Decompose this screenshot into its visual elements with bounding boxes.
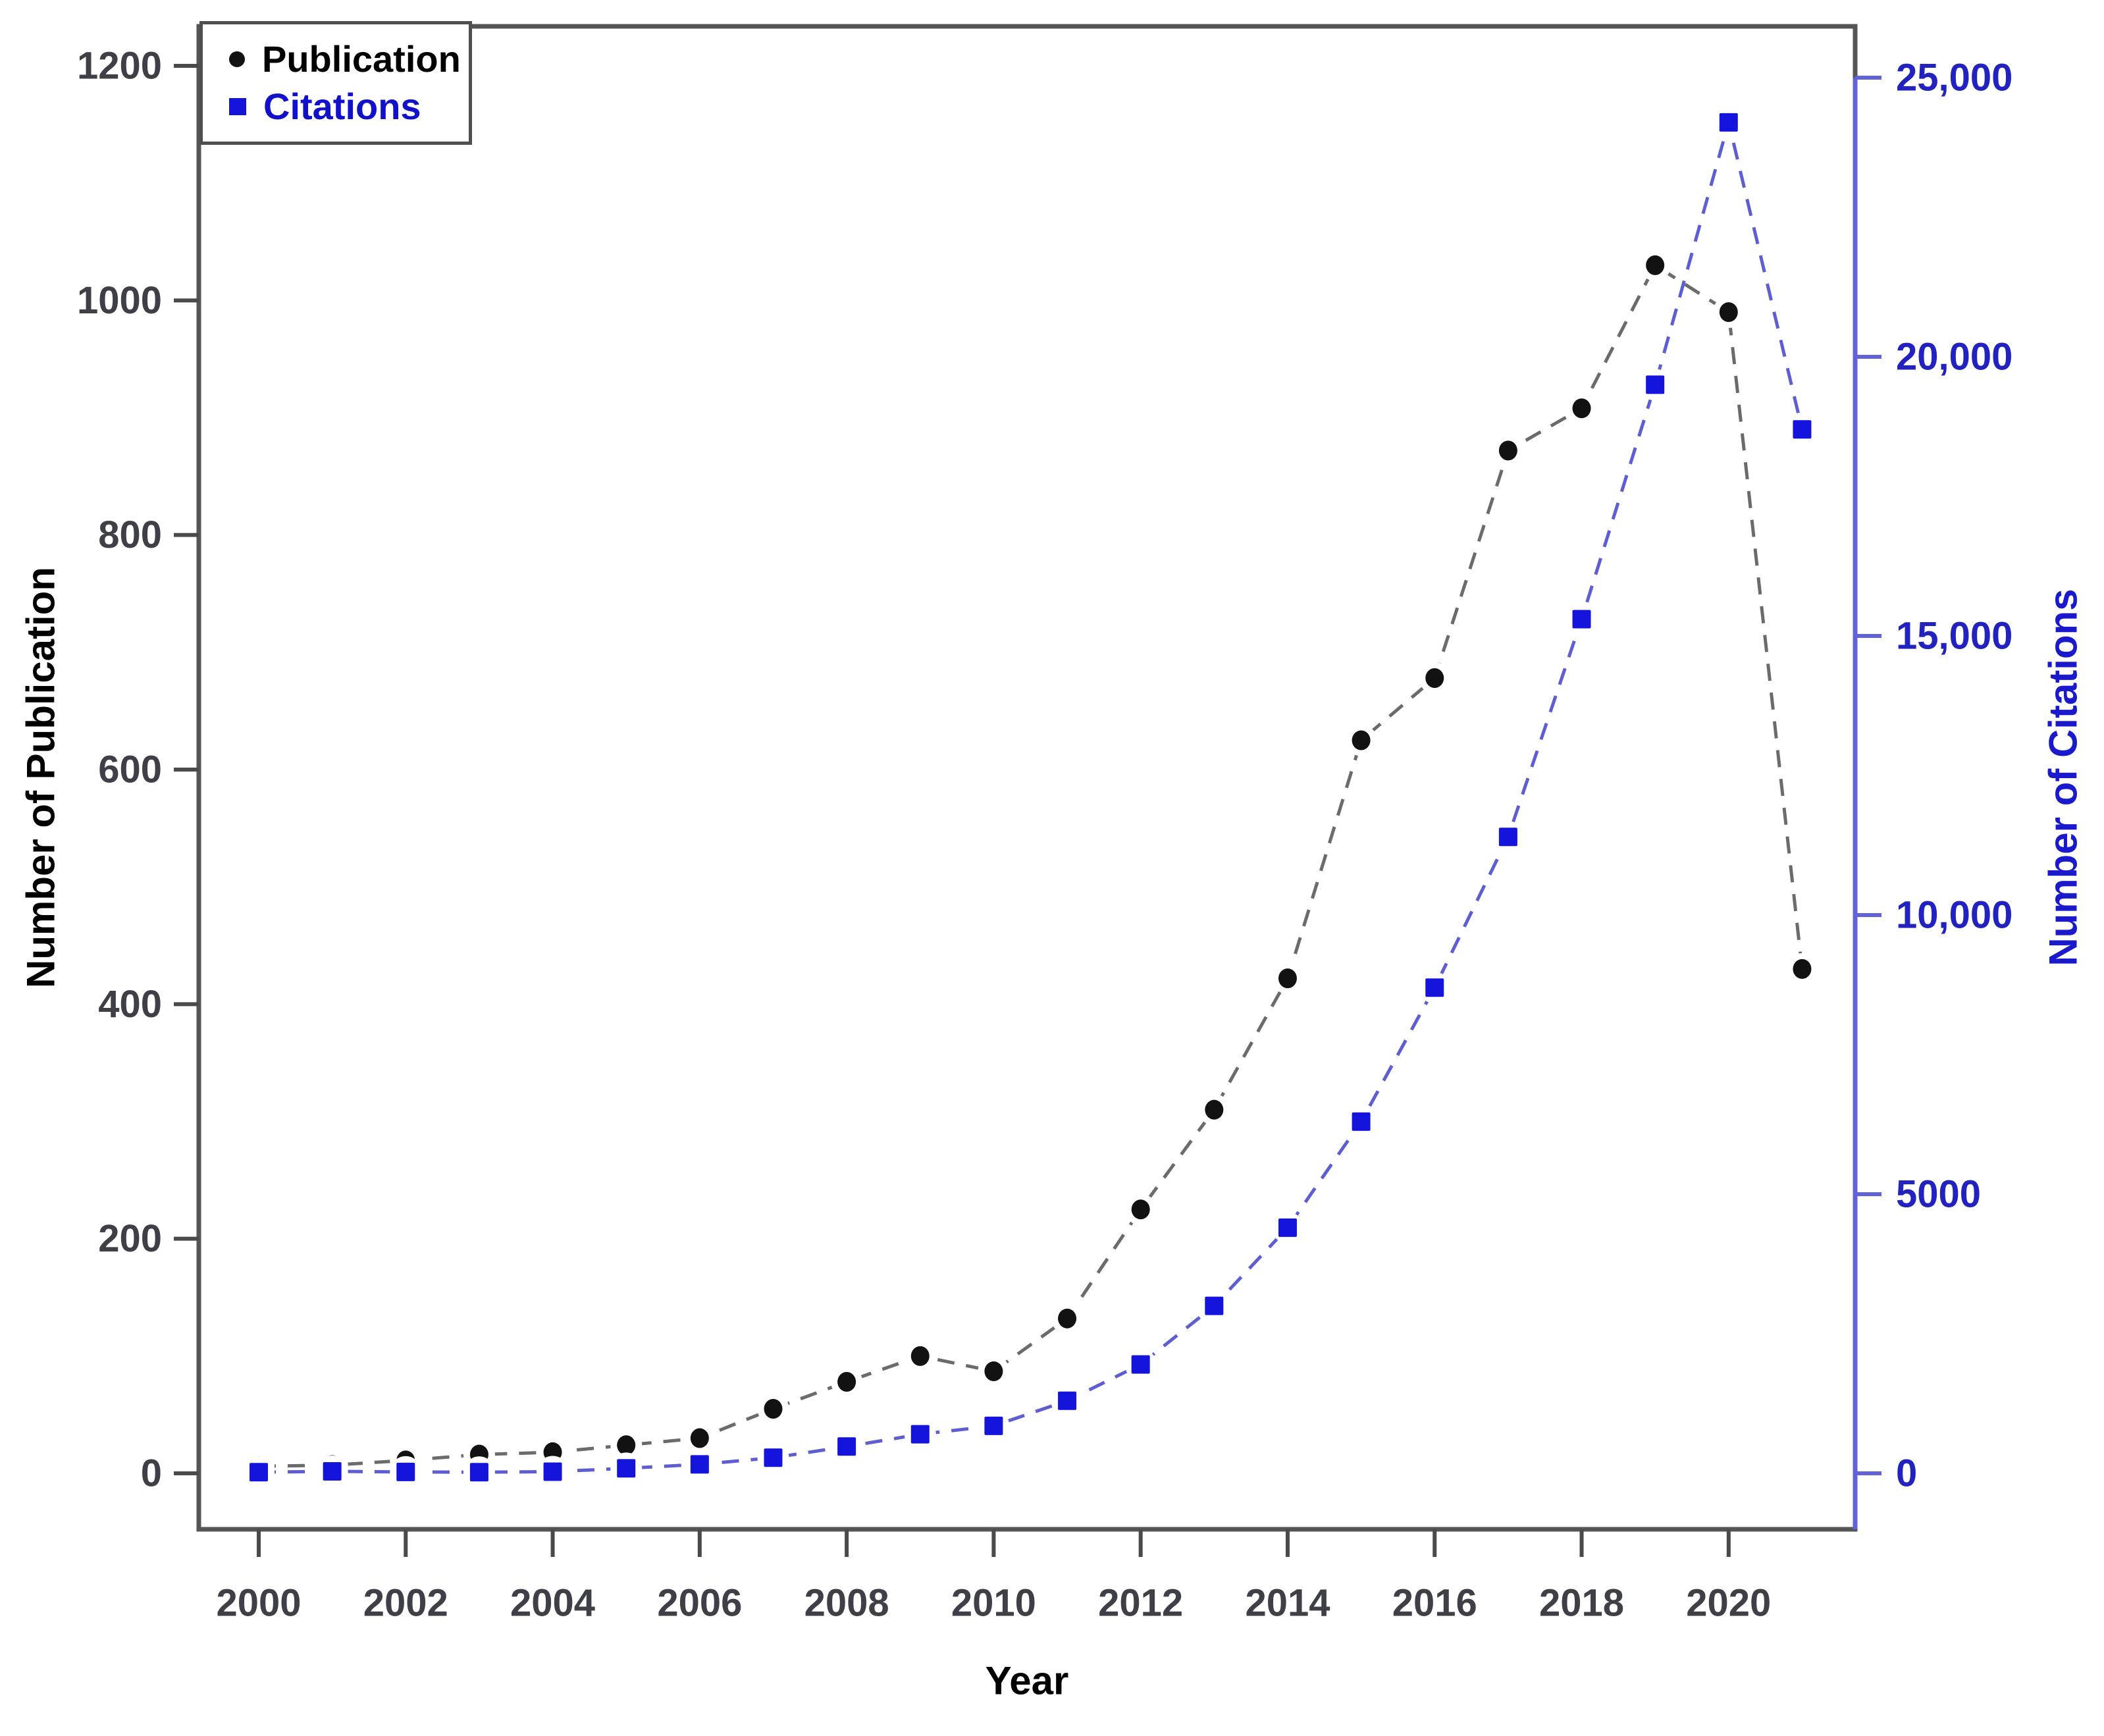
legend-item-publication: Publication xyxy=(229,39,469,80)
svg-text:2002: 2002 xyxy=(363,1582,448,1625)
svg-text:25,000: 25,000 xyxy=(1896,57,2012,99)
svg-text:2000: 2000 xyxy=(216,1582,301,1625)
svg-text:10,000: 10,000 xyxy=(1896,894,2012,937)
svg-text:400: 400 xyxy=(98,983,162,1026)
svg-text:2008: 2008 xyxy=(804,1582,889,1625)
legend-item-citations: Citations xyxy=(229,86,469,127)
svg-text:2020: 2020 xyxy=(1686,1582,1771,1625)
svg-text:0: 0 xyxy=(141,1452,162,1495)
svg-text:0: 0 xyxy=(1896,1452,1917,1495)
svg-text:2004: 2004 xyxy=(510,1582,595,1625)
svg-text:600: 600 xyxy=(98,748,162,791)
legend-label-publication: Publication xyxy=(262,38,461,80)
svg-text:2016: 2016 xyxy=(1392,1582,1477,1625)
svg-text:2012: 2012 xyxy=(1098,1582,1183,1625)
x-axis-title: Year xyxy=(985,1658,1069,1703)
svg-text:800: 800 xyxy=(98,513,162,556)
legend-label-citations: Citations xyxy=(263,86,421,127)
svg-text:2010: 2010 xyxy=(951,1582,1036,1625)
svg-text:1000: 1000 xyxy=(77,279,162,322)
svg-text:200: 200 xyxy=(98,1217,162,1260)
svg-text:2018: 2018 xyxy=(1539,1582,1624,1625)
svg-text:2006: 2006 xyxy=(657,1582,742,1625)
right-axis-title: Number of Citations xyxy=(2041,589,2086,966)
svg-text:2014: 2014 xyxy=(1245,1582,1330,1625)
left-axis-title: Number of Publication xyxy=(18,566,63,989)
publication-circle-marker-icon xyxy=(229,51,245,67)
svg-text:15,000: 15,000 xyxy=(1896,615,2012,658)
svg-text:5000: 5000 xyxy=(1896,1173,1981,1216)
citations-square-marker-icon xyxy=(229,98,246,115)
legend: Publication Citations xyxy=(199,21,472,145)
svg-text:20,000: 20,000 xyxy=(1896,336,2012,379)
svg-text:1200: 1200 xyxy=(77,44,162,87)
